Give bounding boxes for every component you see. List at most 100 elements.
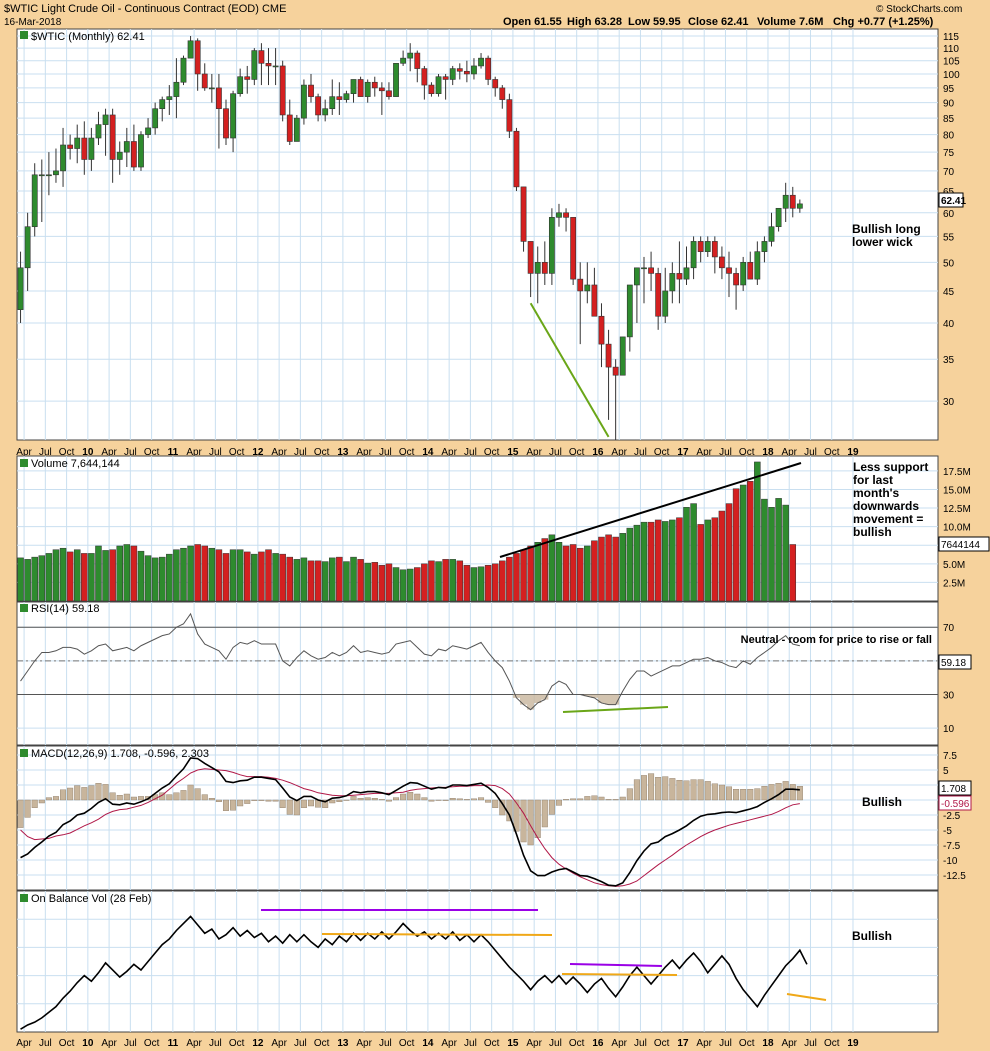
- x-tick-label: 12: [252, 447, 264, 458]
- obv-panel: [16, 890, 939, 1033]
- y-tick-label: 60: [943, 209, 955, 220]
- signal-tag-box: [938, 795, 972, 811]
- y-tick-label: -5: [943, 826, 952, 837]
- candle-body: [308, 84, 314, 97]
- candle-body: [329, 96, 336, 110]
- macd-hist-bar: [591, 795, 598, 801]
- y-tick-label: 50: [943, 258, 955, 269]
- y-tick-label: 15.0M: [943, 485, 971, 496]
- y-tick-label: 85: [943, 114, 955, 125]
- x-tick-label: Jul: [634, 447, 647, 458]
- x-tick-label: Oct: [824, 447, 840, 458]
- y-tick-label: 100: [943, 70, 960, 81]
- macd-hist-bar: [584, 796, 591, 801]
- macd-panel: [16, 745, 939, 891]
- candle-body: [74, 137, 81, 149]
- x-tick-label: Oct: [229, 447, 245, 458]
- macd-hist-bar: [555, 799, 562, 806]
- candle-body: [53, 170, 59, 176]
- x-tick-label: Jul: [294, 447, 307, 458]
- macd-hist-bar: [336, 799, 343, 802]
- candle-body: [768, 226, 775, 242]
- macd-hist-bar: [180, 790, 187, 801]
- macd-hist-bar: [173, 792, 180, 801]
- y-tick-label: -7.5: [943, 841, 961, 852]
- macd-hist-bar: [52, 796, 59, 801]
- volume-bar: [116, 545, 123, 602]
- macd-hist-bar: [393, 797, 400, 801]
- macd-hist-bar: [577, 798, 584, 801]
- x-tick-label: Apr: [271, 447, 287, 458]
- candle-body: [45, 174, 52, 177]
- volume-bar: [187, 545, 194, 602]
- y-tick-label: 45: [943, 287, 955, 298]
- macd-hist-bar: [456, 798, 463, 801]
- macd-hist-bar: [293, 799, 300, 816]
- volume-bar: [456, 560, 464, 602]
- candle-body: [102, 114, 109, 125]
- x-tick-label: Oct: [144, 447, 160, 458]
- volume-bar: [95, 545, 102, 602]
- x-tick-label: Apr: [101, 1038, 117, 1049]
- candle-body: [676, 273, 683, 280]
- macd-hist-bar: [697, 779, 704, 801]
- macd-hist-bar: [329, 799, 336, 804]
- candle-body: [598, 315, 605, 345]
- quote-volume: Volume 7.6M: [757, 16, 823, 28]
- volume-bar: [449, 559, 456, 602]
- x-tick-label: Apr: [356, 447, 372, 458]
- macd-hist-bar: [563, 799, 570, 801]
- candle-body: [364, 81, 371, 97]
- candle-body: [648, 267, 654, 274]
- y-tick-label: 7.5: [943, 751, 957, 762]
- x-tick-label: 10: [82, 1038, 94, 1049]
- candle-body: [534, 262, 541, 274]
- macd-signal-line: [20, 768, 800, 887]
- x-tick-label: Jul: [209, 1038, 222, 1049]
- macd-hist-bar: [222, 799, 229, 812]
- macd-hist-bar: [534, 799, 541, 838]
- candle-body: [123, 141, 130, 153]
- volume-bar: [626, 527, 634, 602]
- candle-body: [166, 96, 173, 100]
- x-tick-label: 19: [847, 447, 859, 458]
- price-tag-box: [938, 192, 964, 208]
- x-tick-label: Jul: [294, 1038, 307, 1049]
- candle-body: [570, 217, 577, 280]
- candle-body: [754, 251, 761, 280]
- candle-body: [449, 68, 456, 80]
- candle-body: [152, 108, 159, 129]
- obv-resistance-purple-2: [569, 963, 663, 967]
- y-tick-label: 115: [943, 32, 959, 43]
- volume-bar: [789, 544, 797, 602]
- candle-body: [109, 114, 116, 160]
- volume-bar: [541, 538, 549, 602]
- volume-bar: [633, 524, 641, 602]
- candle-body: [421, 68, 428, 86]
- volume-bar: [144, 555, 152, 602]
- macd-hist-bar: [400, 793, 407, 801]
- macd-hist-bar: [215, 799, 222, 802]
- candle-body: [138, 134, 144, 168]
- candle-body: [605, 343, 612, 368]
- volume-bar: [378, 565, 386, 602]
- x-tick-label: Oct: [569, 447, 585, 458]
- candle-body: [88, 137, 95, 160]
- macd-hist-bar: [244, 799, 251, 804]
- candle-body: [343, 93, 350, 100]
- candle-body: [669, 273, 676, 292]
- x-tick-label: Jul: [719, 447, 732, 458]
- rsi-tag-box: [938, 654, 972, 670]
- candle-body: [527, 241, 534, 274]
- y-tick-label: 5: [943, 766, 949, 777]
- candle-body: [719, 256, 725, 269]
- candle-body: [258, 50, 265, 64]
- y-tick-label: 70: [943, 623, 955, 634]
- rsi-oversold-fill: [512, 694, 620, 710]
- volume-bar: [647, 521, 655, 602]
- candle-body: [24, 226, 31, 269]
- candle-body: [81, 137, 88, 160]
- candle-body: [194, 40, 201, 75]
- macd-hist-bar: [655, 777, 662, 801]
- x-tick-label: Jul: [124, 447, 137, 458]
